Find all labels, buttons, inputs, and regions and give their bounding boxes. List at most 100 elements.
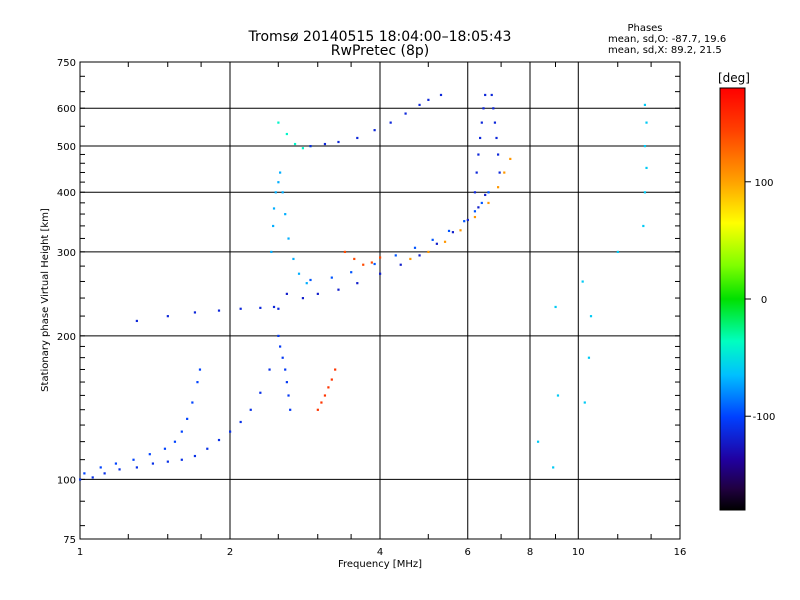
data-point (284, 368, 287, 371)
data-point (487, 201, 490, 205)
data-point (272, 305, 276, 309)
data-point (135, 466, 138, 469)
data-point (285, 132, 288, 136)
data-point (509, 157, 512, 161)
data-point (536, 440, 540, 443)
data-point (320, 401, 323, 404)
data-point (323, 394, 327, 397)
data-point (281, 191, 284, 194)
data-point (268, 368, 271, 371)
x-tick-label: 10 (572, 547, 585, 558)
data-point (91, 476, 94, 479)
data-point (451, 231, 455, 234)
data-point (118, 468, 121, 471)
data-point (272, 224, 275, 228)
data-point (480, 201, 483, 205)
y-tick-label: 300 (57, 248, 76, 259)
data-point (151, 462, 155, 465)
data-point (337, 288, 340, 291)
colorbar: [deg] 100 0 -100 (718, 71, 775, 511)
data-point (277, 334, 280, 338)
x-tick-label: 8 (527, 547, 533, 558)
data-point (343, 250, 347, 254)
data-point (279, 171, 282, 174)
phase-line-x: mean, sd,X: 89.2, 21.5 (608, 45, 722, 56)
phase-line-o: mean, sd,O: -87.7, 19.6 (608, 34, 726, 45)
data-point (643, 103, 647, 107)
data-point (362, 263, 365, 266)
data-point (370, 261, 373, 264)
data-point (496, 153, 500, 156)
data-point (206, 447, 209, 450)
data-point (277, 181, 280, 184)
data-point (180, 458, 183, 461)
data-point (373, 129, 376, 132)
colorbar-gradient (719, 87, 746, 511)
data-point (418, 103, 421, 107)
data-point (166, 315, 169, 318)
data-point (327, 386, 330, 389)
data-point (554, 305, 557, 309)
x-tick-label: 1 (77, 547, 83, 558)
data-point (191, 401, 194, 404)
data-point (459, 229, 462, 232)
data-point (198, 368, 202, 371)
data-point (482, 107, 485, 110)
grid-lines (80, 62, 680, 539)
data-point (293, 142, 297, 146)
plot-area: 1 2 4 6 8 10 16 75 100 200 300 400 500 600 750 (57, 58, 686, 558)
y-tick-label: 600 (57, 104, 76, 115)
data-point (297, 272, 301, 275)
chart-subtitle: RwPretec (8p) (331, 43, 429, 59)
data-point (301, 297, 305, 300)
data-point (435, 242, 438, 245)
data-point (229, 430, 232, 433)
data-point (334, 368, 337, 371)
chart-title: Tromsø 20140515 18:04:00–18:05:43 (248, 29, 512, 45)
data-point (404, 112, 407, 115)
data-point (114, 462, 118, 465)
data-point (484, 193, 487, 197)
data-point (309, 278, 312, 282)
data-point (480, 121, 483, 124)
data-point (466, 218, 469, 222)
data-point (418, 254, 421, 257)
data-point (196, 381, 199, 384)
data-point (287, 237, 290, 240)
x-tick-label: 4 (377, 547, 383, 558)
data-point (316, 292, 319, 295)
colorbar-tick-label: 100 (754, 178, 773, 189)
x-tick-labels: 1 2 4 6 8 10 16 (77, 547, 687, 558)
data-point (645, 166, 648, 170)
data-point (379, 272, 382, 275)
data-point (473, 215, 477, 219)
data-point (409, 257, 412, 261)
phase-heading: Phases (627, 23, 662, 34)
data-point (503, 171, 506, 174)
data-point (301, 147, 305, 150)
data-point (645, 121, 648, 124)
data-point (103, 472, 106, 475)
data-point (239, 420, 242, 424)
data-point (473, 191, 477, 194)
data-point (556, 394, 560, 397)
data-point (193, 454, 197, 458)
y-tick-label: 100 (57, 475, 76, 486)
data-point (581, 280, 584, 283)
data-point (356, 136, 359, 140)
y-tick-label: 500 (57, 142, 76, 153)
data-point (279, 345, 282, 348)
data-point (616, 250, 619, 254)
data-point (493, 121, 497, 124)
data-point (166, 460, 169, 463)
data-point (350, 271, 353, 274)
y-axis-label: Stationary phase Virtual Height [km] (40, 208, 51, 392)
data-point (292, 257, 295, 261)
data-point (305, 282, 308, 285)
data-point (132, 458, 135, 461)
data-point (587, 356, 591, 359)
data-point (439, 93, 443, 97)
data-point (495, 136, 498, 140)
x-tick-label: 16 (674, 547, 687, 558)
data-point (270, 250, 273, 254)
